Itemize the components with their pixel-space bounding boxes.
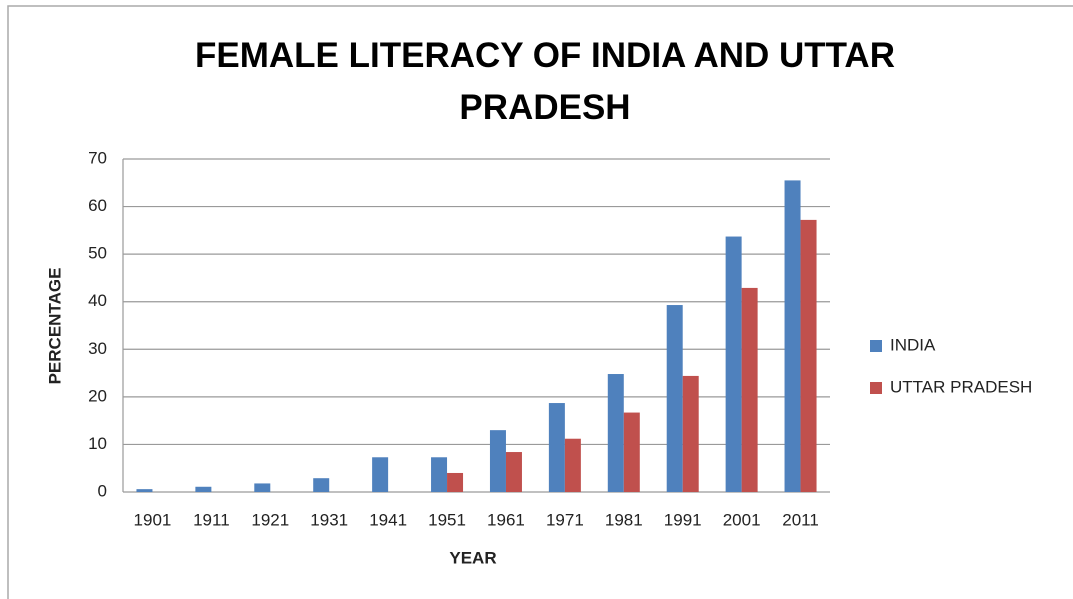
bar (489, 430, 506, 492)
x-tick-label: 1931 (310, 510, 348, 529)
y-tick-label: 10 (88, 434, 107, 453)
bar (784, 180, 801, 492)
bar (505, 452, 522, 492)
y-axis-label: PERCENTAGE (45, 268, 64, 385)
y-tick-label: 0 (98, 481, 107, 500)
bar (548, 403, 565, 492)
bar (431, 457, 448, 492)
legend-swatch (870, 382, 882, 394)
y-tick-label: 70 (88, 148, 107, 167)
bar (800, 219, 817, 493)
bar (372, 457, 389, 492)
x-tick-label: 1981 (605, 510, 643, 529)
legend-label: INDIA (890, 335, 936, 354)
x-tick-label: 1911 (193, 510, 230, 529)
y-tick-label: 20 (88, 386, 107, 405)
x-tick-label: 1971 (546, 510, 584, 529)
bar (136, 489, 153, 492)
bar (254, 483, 271, 492)
x-axis-label: YEAR (449, 548, 496, 567)
x-tick-label: 1941 (369, 510, 407, 529)
x-tick-label: 1961 (487, 510, 525, 529)
bar (682, 375, 699, 492)
x-tick-label: 2001 (723, 510, 761, 529)
legend-label: UTTAR PRADESH (890, 377, 1032, 396)
bar (313, 478, 330, 492)
x-tick-label: 2011 (782, 510, 819, 529)
bar (607, 374, 624, 492)
y-tick-label: 50 (88, 244, 107, 263)
y-tick-label: 30 (88, 339, 107, 358)
bar (666, 305, 683, 492)
x-tick-label: 1951 (428, 510, 466, 529)
bar (195, 486, 212, 492)
bar (564, 438, 581, 492)
legend-swatch (870, 340, 882, 352)
bar (623, 412, 640, 492)
x-tick-label: 1921 (251, 510, 289, 529)
bar (741, 287, 758, 492)
bar (447, 472, 464, 492)
y-tick-label: 60 (88, 196, 107, 215)
y-tick-label: 40 (88, 291, 107, 310)
bar (725, 236, 742, 492)
chart-title: FEMALE LITERACY OF INDIA AND UTTAR PRADE… (195, 36, 895, 127)
chart-border (7, 5, 1073, 599)
x-tick-label: 1901 (134, 510, 172, 529)
x-tick-label: 1991 (664, 510, 702, 529)
